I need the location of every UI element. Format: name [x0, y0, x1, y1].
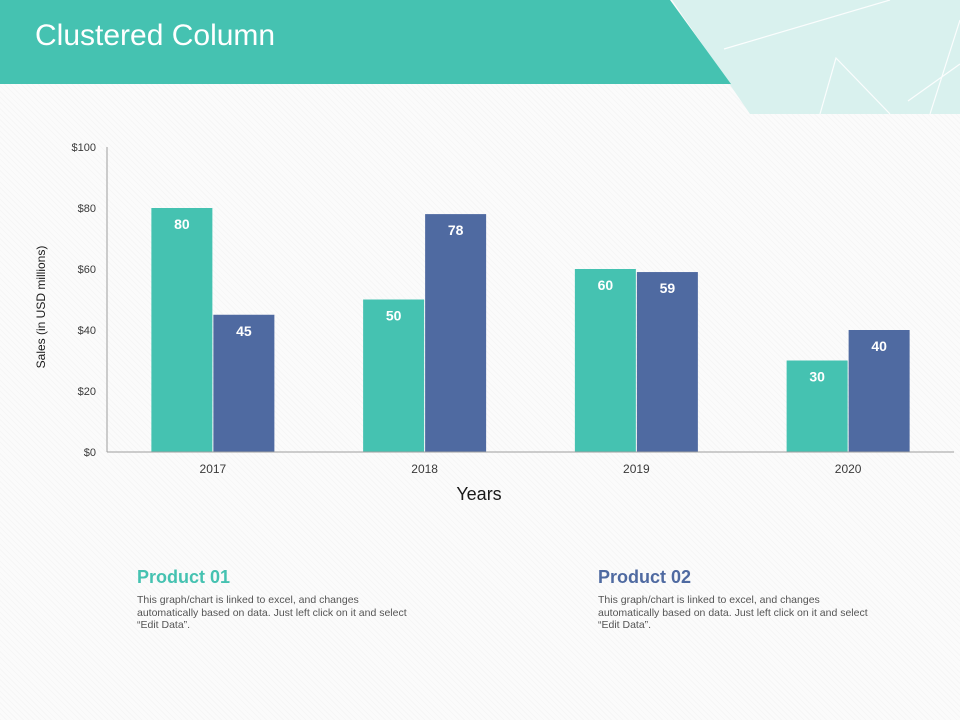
- slide-title: Clustered Column: [35, 19, 276, 52]
- bar-1-2018: [363, 299, 425, 452]
- y-tick-label: $0: [84, 447, 96, 459]
- x-tick-label: 2017: [200, 462, 227, 476]
- bar-1-2020: [786, 360, 848, 452]
- product-01-title: Product 01: [137, 567, 231, 587]
- header-decor-lines: [723, 0, 960, 115]
- header-light-shape: [672, 0, 960, 114]
- bar-data-label: 40: [871, 338, 887, 354]
- x-tick-label: 2018: [411, 462, 438, 476]
- bar-2-2018: [425, 214, 487, 452]
- chart-data-labels: 80 45 50 78 60 59 30 40: [174, 216, 887, 385]
- x-tick-label: 2020: [835, 462, 862, 476]
- bar-1-2019: [574, 269, 636, 452]
- chart-axes: [106, 147, 954, 453]
- x-tick-label: 2019: [623, 462, 650, 476]
- bar-data-label: 80: [174, 216, 190, 232]
- bar-data-label: 78: [448, 222, 464, 238]
- bar-2-2019: [636, 272, 698, 452]
- product-02-title: Product 02: [598, 567, 692, 587]
- bar-data-label: 50: [386, 308, 402, 324]
- y-axis-title: Sales (in USD millions): [34, 246, 48, 369]
- product-02-description: This graph/chart is linked to excel, and…: [598, 594, 868, 631]
- chart-bars: [151, 208, 910, 452]
- x-axis-title: Years: [456, 484, 501, 504]
- y-tick-label: $60: [78, 264, 96, 276]
- y-axis-ticks: $0 $20 $40 $60 $80 $100: [72, 142, 96, 459]
- bar-data-label: 45: [236, 323, 252, 339]
- product-02-block: Product 02 This graph/chart is linked to…: [598, 566, 878, 632]
- bar-2-2017: [213, 314, 275, 452]
- bar-data-label: 59: [660, 280, 676, 296]
- bar-1-2017: [151, 208, 213, 452]
- product-01-block: Product 01 This graph/chart is linked to…: [137, 566, 417, 632]
- header-band: [0, 0, 731, 84]
- bar-data-label: 60: [598, 277, 614, 293]
- x-axis-ticks: 2017 2018 2019 2020: [200, 462, 862, 476]
- y-tick-label: $40: [78, 325, 96, 337]
- y-tick-label: $80: [78, 203, 96, 215]
- y-tick-label: $100: [72, 142, 96, 154]
- y-tick-label: $20: [78, 386, 96, 398]
- product-01-description: This graph/chart is linked to excel, and…: [137, 594, 407, 631]
- bar-data-label: 30: [809, 369, 825, 385]
- bar-2-2020: [848, 330, 910, 452]
